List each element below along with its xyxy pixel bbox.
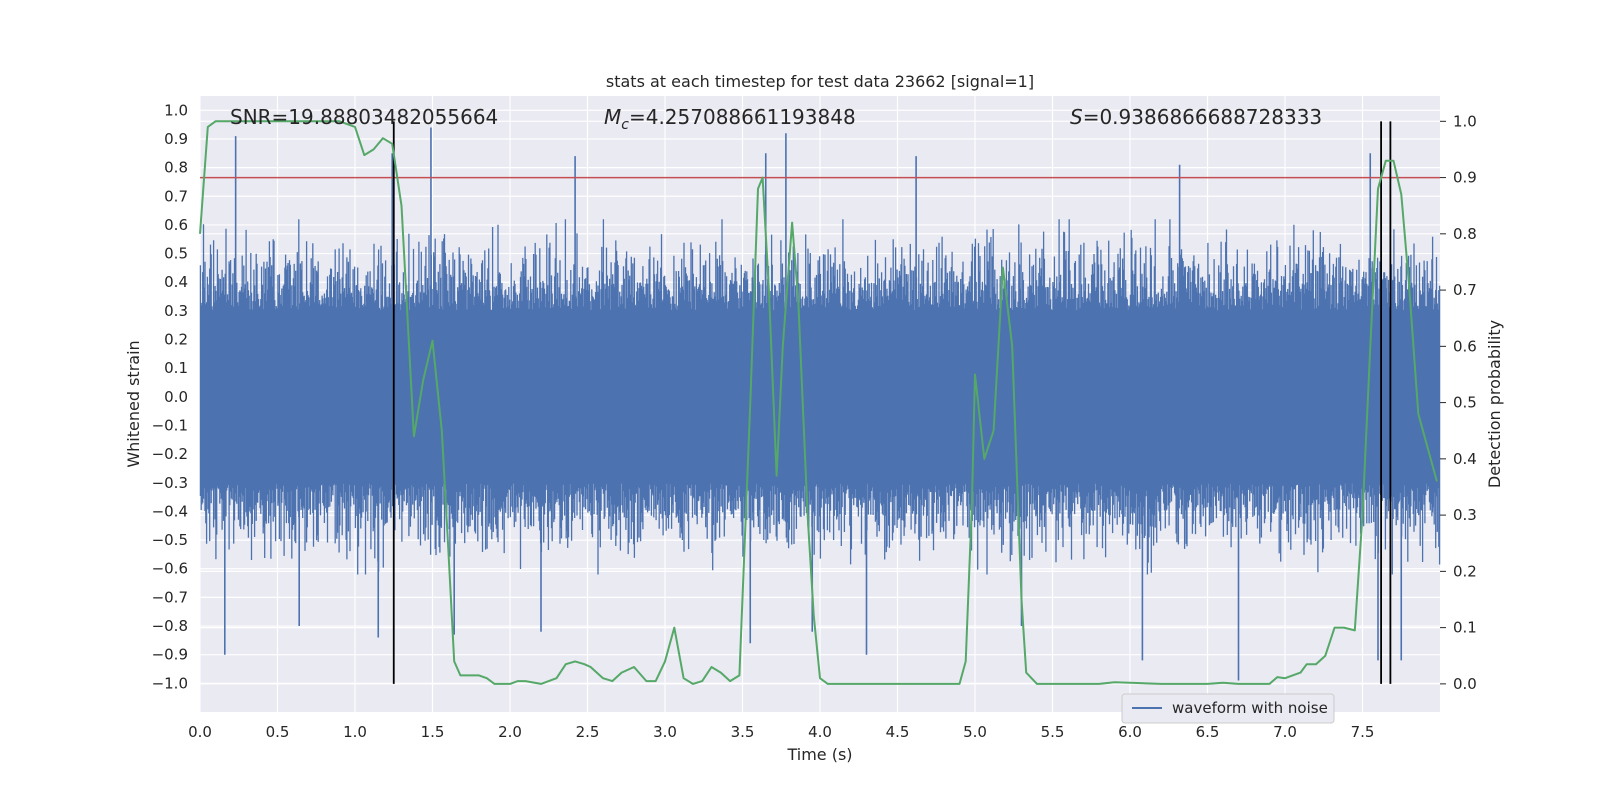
chirp-mass-value: =4.257088661193848 [629, 105, 856, 129]
y-tick-label: −0.3 [152, 474, 188, 492]
y-tick-label: −0.5 [152, 531, 188, 549]
x-axis-label: Time (s) [786, 745, 852, 764]
y-axis-label: Whitened strain [124, 340, 143, 467]
y-tick-label: −0.6 [152, 560, 188, 578]
x-tick-label: 1.5 [421, 723, 445, 741]
x-tick-label: 3.5 [731, 723, 755, 741]
y-tick-label: 0.6 [164, 216, 188, 234]
y2-tick-label: 0.5 [1453, 394, 1477, 412]
s-symbol: S [1070, 105, 1083, 129]
x-tick-label: 0.0 [188, 723, 212, 741]
legend-box [1121, 693, 1335, 724]
x-tick-label: 6.0 [1118, 723, 1142, 741]
y-tick-label: −0.1 [152, 416, 188, 434]
x-tick-label: 1.0 [343, 723, 367, 741]
y-tick-label: −0.2 [152, 445, 188, 463]
overlay-lines [200, 121, 1440, 684]
y2-tick-label: 0.9 [1453, 169, 1477, 187]
y2-tick-label: 0.2 [1453, 562, 1477, 580]
y-tick-label: 0.5 [164, 245, 188, 263]
y2-tick-label: 0.6 [1453, 337, 1477, 355]
waveform-series [199, 127, 1441, 681]
y-tick-label: 0.8 [164, 159, 188, 177]
y-tick-label: 0.9 [164, 130, 188, 148]
probability-line [199, 120, 1438, 685]
chart-title: stats at each timestep for test data 236… [606, 72, 1034, 91]
y-tick-label: 0.4 [164, 273, 188, 291]
s-annotation: S=0.9386866688728333 [1070, 105, 1322, 129]
x-tick-label: 4.0 [808, 723, 832, 741]
x-tick-label: 5.0 [963, 723, 987, 741]
snr-annotation: SNR=19.88803482055664 [230, 105, 498, 129]
y-tick-label: 1.0 [164, 101, 188, 119]
chirp-mass-symbol: M [604, 105, 621, 129]
y2-tick-label: 0.0 [1453, 675, 1477, 693]
probability-series [199, 120, 1438, 685]
x-tick-label: 7.0 [1273, 723, 1297, 741]
x-tick-label: 0.5 [266, 723, 290, 741]
y-tick-label: 0.2 [164, 331, 188, 349]
y-tick-label: 0.1 [164, 359, 188, 377]
s-value: =0.9386866688728333 [1083, 105, 1322, 129]
y2-tick-label: 0.4 [1453, 450, 1477, 468]
chirp-mass-annotation: Mc=4.257088661193848 [604, 105, 856, 133]
x-tick-label: 4.5 [886, 723, 910, 741]
y-tick-label: 0.7 [164, 187, 188, 205]
y2-tick-label: 0.3 [1453, 506, 1477, 524]
y2-axis-label: Detection probability [1485, 320, 1504, 488]
y2-tick-label: 0.8 [1453, 225, 1477, 243]
chirp-mass-subscript: c [621, 117, 629, 133]
y-tick-label: −0.4 [152, 502, 188, 520]
y-tick-label: −0.9 [152, 646, 188, 664]
y-tick-label: −0.8 [152, 617, 188, 635]
y-tick-label: 0.3 [164, 302, 188, 320]
x-tick-label: 5.5 [1041, 723, 1065, 741]
y2-tick-label: 0.1 [1453, 619, 1477, 637]
y2-tick-label: 1.0 [1453, 112, 1477, 130]
y2-tick-label: 0.7 [1453, 281, 1477, 299]
legend-label-waveform: waveform with noise [1172, 699, 1328, 717]
tick-labels: 0.0 0.5 1.0 1.5 2.0 2.5 3.0 3.5 4.0 4.5 5.0 5.5 6.0 6… [152, 101, 1477, 741]
y-tick-label: −0.7 [152, 588, 188, 606]
x-tick-label: 2.5 [576, 723, 600, 741]
x-tick-label: 7.5 [1351, 723, 1375, 741]
y-tick-label: 0.0 [164, 388, 188, 406]
legend: waveform with noise [1121, 693, 1335, 724]
x-tick-label: 3.0 [653, 723, 677, 741]
x-tick-label: 2.0 [498, 723, 522, 741]
x-tick-label: 6.5 [1196, 723, 1220, 741]
y-tick-label: −1.0 [152, 674, 188, 692]
